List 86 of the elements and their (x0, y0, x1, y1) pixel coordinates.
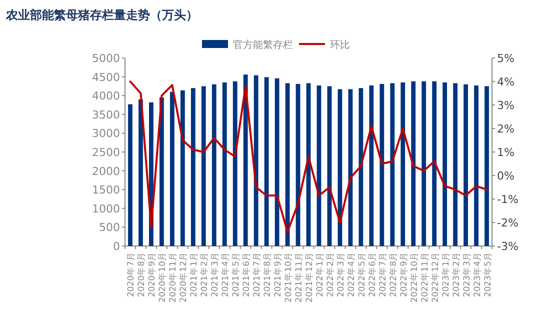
x-tick-label: 2020年7月 (126, 252, 137, 298)
bar (138, 99, 143, 246)
y2-tick-label: 0% (497, 170, 514, 182)
y2-tick-label: 2% (497, 122, 514, 136)
bar (232, 81, 238, 246)
bar (432, 81, 437, 246)
y-tick-label: 4000 (92, 90, 120, 103)
bar (264, 77, 269, 246)
x-tick-label: 2021年8月 (262, 252, 274, 298)
y2-tick-label: 4% (497, 76, 514, 88)
y2-tick-label: 3% (497, 99, 514, 112)
bar (474, 85, 478, 246)
y-tick-label: 1000 (92, 202, 120, 216)
bar (390, 83, 395, 246)
y-tick-label: 5000 (92, 52, 120, 65)
x-tick-label: 2022年3月 (335, 252, 346, 298)
x-tick-label: 2021年7月 (252, 252, 263, 298)
bar (212, 84, 216, 246)
x-tick-label: 2021年5月 (230, 252, 242, 298)
bar (422, 81, 426, 246)
bar (222, 82, 227, 246)
y-tick-label: 4500 (92, 70, 120, 84)
bar (170, 92, 174, 246)
x-tick-label: 2021年3月 (210, 252, 221, 298)
y2-tick-label: -1% (497, 193, 518, 206)
x-tick-label: 2022年9月 (398, 252, 410, 298)
y-tick-label: 2500 (92, 146, 120, 159)
legend-label: 环比 (330, 39, 350, 51)
x-tick-label: 2022年4月 (346, 252, 357, 298)
bar (453, 83, 458, 246)
y-tick-label: 0 (113, 240, 120, 253)
chart-title: 农业部能繁母猪存栏量走势（万头） (5, 8, 198, 22)
x-tick-label: 2022年5月 (356, 252, 368, 298)
x-tick-label: 2021年12月 (304, 252, 315, 302)
y-tick-label: 2000 (92, 164, 120, 178)
x-tick-label: 2020年12月 (178, 252, 190, 302)
bar (358, 88, 364, 246)
line-series (129, 80, 488, 233)
x-tick-label: 2022年6月 (366, 252, 378, 298)
bar (254, 75, 258, 246)
x-tick-label: 2022年12月 (430, 252, 441, 302)
x-tick-label: 2022年11月 (419, 252, 430, 302)
y-tick-label: 3500 (92, 108, 120, 122)
bar (160, 97, 164, 246)
x-tick-label: 2021年10月 (283, 252, 294, 302)
y2-tick-label: -3% (497, 240, 518, 253)
y-tick-label: 1500 (92, 184, 120, 197)
y2-tick-label: 1% (497, 146, 514, 159)
bar (369, 85, 374, 246)
y-tick-label: 3000 (92, 127, 120, 140)
x-tick-label: 2020年11月 (168, 252, 179, 302)
bar (411, 81, 416, 246)
bar (484, 86, 489, 246)
x-tick-label: 2020年9月 (146, 252, 158, 298)
bar (348, 89, 353, 246)
bar (180, 90, 185, 246)
x-tick-label: 2022年10月 (408, 252, 420, 302)
x-tick-label: 2020年8月 (136, 252, 148, 298)
bar (201, 86, 206, 246)
x-tick-label: 2021年11月 (294, 252, 305, 302)
x-tick-label: 2021年4月 (220, 252, 232, 298)
y2-tick-label: -2% (497, 216, 518, 230)
bar (442, 82, 448, 246)
x-tick-label: 2022年8月 (388, 252, 399, 298)
x-tick-label: 2022年7月 (377, 252, 388, 298)
bar (190, 88, 196, 246)
x-tick-label: 2020年10月 (157, 252, 168, 302)
x-tick-label: 2022年1月 (314, 252, 326, 298)
y2-tick-label: 5% (497, 52, 514, 65)
x-tick-label: 2022年2月 (324, 252, 336, 298)
x-tick-label: 2023年1月 (440, 252, 452, 298)
x-tick-label: 2021年1月 (188, 252, 200, 298)
bar (380, 84, 384, 246)
x-tick-label: 2023年4月 (472, 252, 483, 298)
x-tick-label: 2023年5月 (482, 252, 494, 298)
bar (128, 104, 132, 246)
bar (464, 84, 468, 246)
legend-label: 官方能繁存栏 (233, 39, 293, 51)
bar (243, 74, 248, 246)
x-tick-label: 2023年2月 (450, 252, 462, 298)
y-tick-label: 500 (99, 221, 120, 234)
x-tick-label: 2021年2月 (199, 252, 210, 298)
bar (400, 82, 406, 246)
x-tick-label: 2021年9月 (272, 252, 284, 298)
x-tick-label: 2021年6月 (241, 252, 252, 298)
x-tick-label: 2023年3月 (461, 252, 472, 298)
